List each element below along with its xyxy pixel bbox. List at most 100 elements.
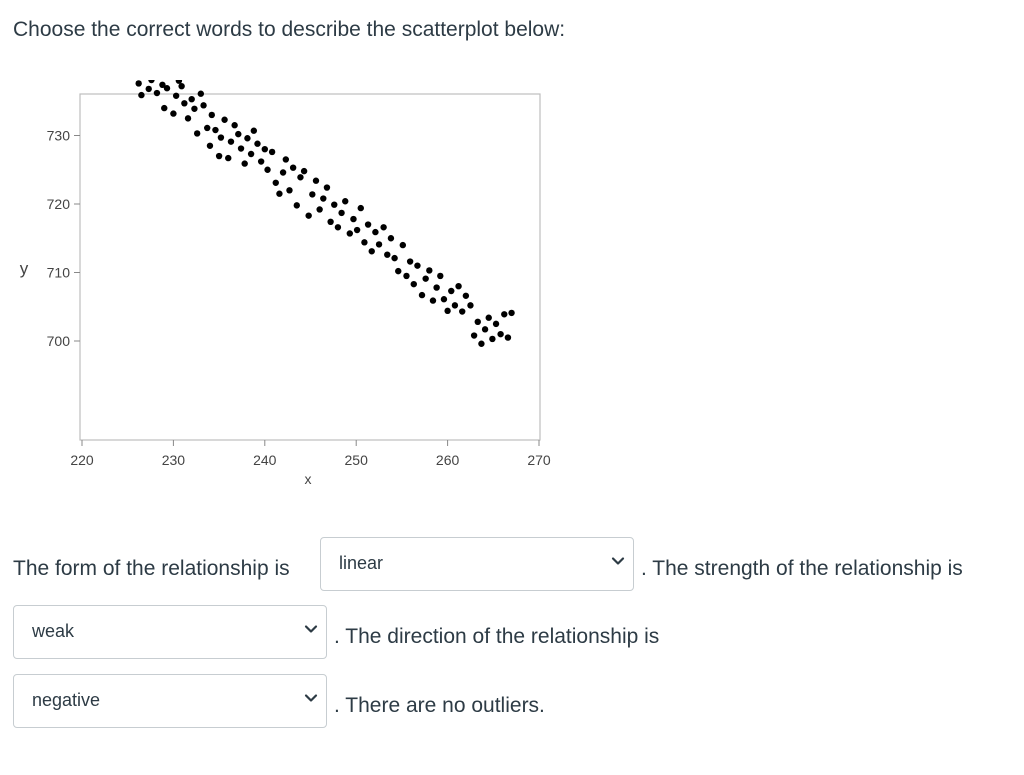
scatter-point bbox=[206, 142, 214, 149]
scatter-point bbox=[225, 154, 232, 162]
scatter-point bbox=[215, 152, 223, 160]
form-select-value: linear bbox=[339, 553, 384, 573]
scatter-point bbox=[327, 218, 334, 226]
scatter-point bbox=[221, 116, 228, 123]
x-tick-label: 250 bbox=[345, 452, 369, 468]
scatter-point bbox=[237, 145, 245, 152]
scatter-point bbox=[350, 215, 357, 223]
scatter-point bbox=[391, 254, 398, 262]
scatter-point bbox=[429, 297, 437, 304]
scatter-point bbox=[244, 135, 251, 142]
scatter-point bbox=[268, 148, 276, 156]
scatterplot: 220230240250260270700710720730740 x y bbox=[20, 80, 551, 487]
scatter-point bbox=[172, 92, 180, 99]
scatter-point bbox=[414, 262, 421, 269]
scatter-point bbox=[197, 90, 205, 97]
scatter-point bbox=[286, 187, 293, 194]
form-select[interactable]: linear bbox=[320, 537, 634, 591]
scatter-point bbox=[191, 105, 198, 112]
scatter-point bbox=[444, 307, 451, 315]
scatter-point bbox=[188, 95, 195, 103]
scatter-point bbox=[235, 130, 242, 138]
scatter-point bbox=[227, 138, 235, 145]
scatter-point bbox=[204, 124, 211, 132]
scatter-point bbox=[272, 179, 279, 186]
scatter-point bbox=[410, 280, 417, 288]
scatter-point bbox=[489, 335, 496, 343]
scatter-point bbox=[293, 202, 300, 209]
scatter-point bbox=[276, 190, 283, 197]
direction-select-value: negative bbox=[32, 690, 101, 710]
scatter-point bbox=[433, 284, 440, 291]
strength-select-value: weak bbox=[32, 621, 75, 641]
scatter-point bbox=[437, 272, 444, 280]
sentence-outliers: . There are no outliers. bbox=[334, 694, 545, 717]
scatter-point bbox=[440, 296, 448, 303]
scatter-point bbox=[153, 89, 161, 97]
scatter-point bbox=[323, 184, 331, 191]
scatter-point bbox=[305, 212, 312, 219]
scatter-point bbox=[357, 204, 364, 212]
scatter-point bbox=[501, 311, 508, 318]
scatter-point bbox=[504, 334, 512, 341]
scatter-point bbox=[170, 110, 177, 117]
chevron-down-icon bbox=[611, 557, 625, 565]
scatter-point bbox=[279, 169, 287, 176]
scatter-point bbox=[361, 239, 368, 246]
scatter-point bbox=[231, 122, 238, 129]
scatter-point bbox=[455, 283, 462, 290]
sentence-direction: . The direction of the relationship is bbox=[334, 625, 660, 648]
scatter-point bbox=[508, 309, 515, 317]
scatter-point bbox=[462, 292, 470, 299]
question-prompt: Choose the correct words to describe the… bbox=[13, 18, 566, 41]
scatter-point bbox=[309, 191, 316, 198]
scatter-point bbox=[459, 308, 466, 315]
scatter-point bbox=[250, 127, 258, 134]
y-tick-label: 710 bbox=[47, 265, 71, 281]
scatter-point bbox=[247, 150, 255, 158]
scatter-point bbox=[448, 287, 455, 295]
y-tick-label: 730 bbox=[47, 128, 71, 144]
scatter-point bbox=[399, 241, 407, 249]
scatter-point bbox=[368, 248, 375, 255]
scatter-point bbox=[208, 111, 215, 119]
x-tick-label: 220 bbox=[70, 452, 94, 468]
scatter-point bbox=[316, 206, 323, 213]
x-tick-label: 270 bbox=[527, 452, 551, 468]
scatter-point bbox=[334, 224, 342, 231]
scatter-point bbox=[470, 332, 478, 339]
scatter-point bbox=[451, 302, 459, 309]
scatter-point bbox=[261, 146, 268, 153]
x-axis-label: x bbox=[305, 471, 312, 487]
scatter-point bbox=[312, 177, 320, 184]
y-tick-label: 700 bbox=[47, 333, 71, 349]
scatter-point bbox=[135, 80, 142, 87]
scatter-point bbox=[175, 80, 183, 84]
y-axis-label: y bbox=[20, 259, 29, 278]
scatter-point bbox=[422, 275, 429, 282]
sentence-strength: . The strength of the relationship is bbox=[641, 557, 963, 580]
strength-select[interactable]: weak bbox=[13, 605, 327, 659]
scatter-point bbox=[342, 198, 349, 205]
direction-select[interactable]: negative bbox=[13, 674, 327, 728]
scatter-point bbox=[380, 224, 387, 231]
scatter-point bbox=[148, 80, 155, 84]
scatter-point bbox=[181, 100, 188, 107]
scatter-point bbox=[481, 326, 489, 333]
x-tick-label: 230 bbox=[162, 452, 186, 468]
scatter-point bbox=[467, 302, 474, 309]
scatter-point bbox=[320, 195, 327, 202]
scatter-point bbox=[364, 221, 372, 228]
scatter-point bbox=[282, 156, 290, 163]
scatter-point bbox=[375, 241, 383, 248]
scatter-point bbox=[338, 209, 345, 217]
scatter-point bbox=[426, 267, 433, 274]
plot-frame bbox=[79, 93, 541, 441]
scatter-point bbox=[193, 130, 201, 137]
scatter-point bbox=[478, 340, 485, 347]
scatter-point bbox=[492, 320, 500, 328]
scatter-point bbox=[200, 102, 207, 109]
scatter-point bbox=[138, 91, 145, 99]
scatter-point bbox=[257, 158, 265, 165]
chevron-down-icon bbox=[304, 625, 318, 633]
